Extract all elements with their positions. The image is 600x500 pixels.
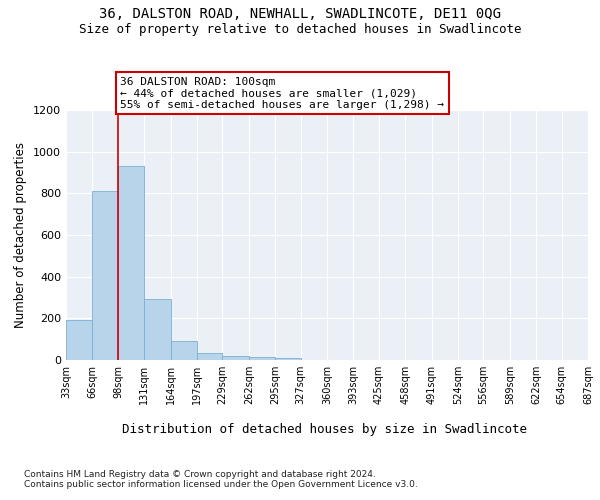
Text: Distribution of detached houses by size in Swadlincote: Distribution of detached houses by size … <box>121 422 527 436</box>
Bar <box>197 352 223 360</box>
Bar <box>223 356 249 360</box>
Text: Size of property relative to detached houses in Swadlincote: Size of property relative to detached ho… <box>79 22 521 36</box>
Text: 36 DALSTON ROAD: 100sqm
← 44% of detached houses are smaller (1,029)
55% of semi: 36 DALSTON ROAD: 100sqm ← 44% of detache… <box>120 77 444 110</box>
Text: Contains public sector information licensed under the Open Government Licence v3: Contains public sector information licen… <box>24 480 418 489</box>
Text: 36, DALSTON ROAD, NEWHALL, SWADLINCOTE, DE11 0QG: 36, DALSTON ROAD, NEWHALL, SWADLINCOTE, … <box>99 8 501 22</box>
Text: Contains HM Land Registry data © Crown copyright and database right 2024.: Contains HM Land Registry data © Crown c… <box>24 470 376 479</box>
Bar <box>144 298 170 360</box>
Bar <box>249 358 275 360</box>
Bar <box>118 166 144 360</box>
Bar <box>275 358 301 360</box>
Bar <box>92 191 118 360</box>
Bar <box>66 320 92 360</box>
Y-axis label: Number of detached properties: Number of detached properties <box>14 142 28 328</box>
Bar <box>170 340 197 360</box>
